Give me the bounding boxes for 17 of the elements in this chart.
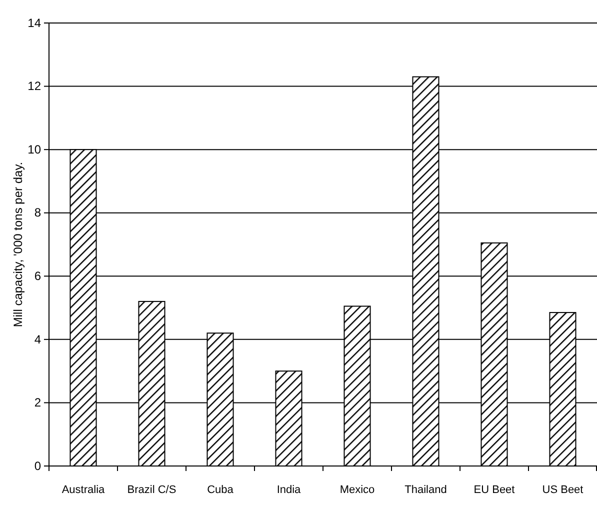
y-tick-label: 14: [28, 16, 42, 30]
y-tick-label: 0: [34, 458, 42, 473]
y-tick-label: 8: [34, 206, 42, 220]
x-tick-label: Brazil C/S: [127, 484, 176, 496]
x-tick-label: Mexico: [340, 484, 375, 496]
x-tick-label: Thailand: [404, 484, 447, 496]
x-tick-label: India: [276, 484, 302, 496]
y-tick-label: 6: [34, 268, 42, 283]
x-tick-label: Cuba: [207, 484, 234, 496]
y-axis-title: Mill capacity, '000 tons per day.: [11, 162, 25, 328]
x-tick-label: Australia: [62, 484, 106, 496]
y-tick-label: 4: [34, 332, 42, 346]
x-tick-label: EU Beet: [474, 484, 515, 496]
y-tick-label: 12: [28, 79, 42, 94]
x-tick-label: US Beet: [542, 484, 584, 496]
y-tick-label: 10: [28, 142, 42, 156]
y-tick-label: 2: [34, 396, 42, 410]
